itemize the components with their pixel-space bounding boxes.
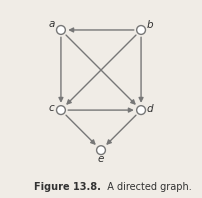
Circle shape [57,106,65,114]
Text: $\mathit{c}$: $\mathit{c}$ [48,104,56,113]
Text: $\mathit{a}$: $\mathit{a}$ [48,19,56,29]
Text: A directed graph.: A directed graph. [101,182,192,192]
Circle shape [137,26,145,34]
Circle shape [57,26,65,34]
Text: Figure 13.8.: Figure 13.8. [34,182,101,192]
Text: $\mathit{d}$: $\mathit{d}$ [146,103,154,114]
Text: $\mathit{e}$: $\mathit{e}$ [97,154,105,164]
Circle shape [137,106,145,114]
Circle shape [97,146,105,155]
Text: $\mathit{b}$: $\mathit{b}$ [146,18,154,30]
